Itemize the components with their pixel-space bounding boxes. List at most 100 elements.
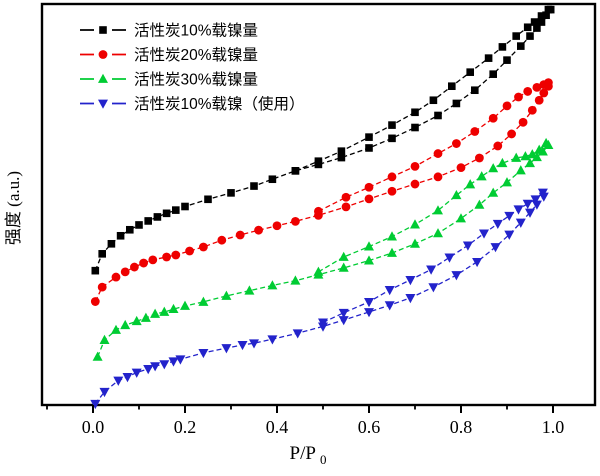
triangle-up-marker <box>159 306 170 316</box>
triangle-up-marker <box>511 152 522 162</box>
circle-marker <box>139 258 149 268</box>
triangle-down-marker <box>384 286 395 296</box>
square-marker <box>91 266 100 275</box>
triangle-down-marker <box>99 387 110 398</box>
square-marker <box>227 189 235 197</box>
series-4 <box>90 188 549 410</box>
circle-marker <box>523 87 533 96</box>
triangle-down-marker <box>364 308 374 318</box>
triangle-up-marker <box>338 262 349 272</box>
square-marker <box>434 111 442 120</box>
x-tick-label: 0.6 <box>358 417 381 437</box>
circle-marker <box>199 242 208 252</box>
triangle-down-marker <box>318 318 328 328</box>
triangle-down-marker <box>451 271 462 281</box>
circle-marker <box>527 105 537 115</box>
triangle-up-marker <box>531 151 542 162</box>
square-marker <box>537 18 546 26</box>
square-marker <box>411 108 419 117</box>
square-marker <box>250 182 258 190</box>
plot-border <box>40 2 597 407</box>
triangle-up-marker <box>168 303 179 314</box>
triangle-up-marker <box>180 300 190 310</box>
triangle-down-marker <box>143 365 154 375</box>
circle-marker <box>217 235 227 245</box>
circle-marker <box>90 297 100 306</box>
triangle-down-marker <box>515 218 526 228</box>
triangle-up-marker <box>131 315 142 326</box>
triangle-up-marker <box>244 285 255 295</box>
series-3 <box>92 137 554 361</box>
legend-item-2: 活性炭20%载镍量 <box>80 46 258 64</box>
triangle-up-marker <box>410 219 420 229</box>
circle-marker <box>488 113 498 123</box>
triangle-up-marker <box>267 280 278 290</box>
triangle-down-marker <box>538 192 549 202</box>
circle-marker <box>470 127 480 136</box>
triangle-up-marker <box>515 165 526 175</box>
triangle-down-marker <box>462 241 473 251</box>
square-legend-icon <box>99 26 107 34</box>
triangle-up-marker <box>387 247 397 257</box>
triangle-up-marker <box>140 312 151 322</box>
square-marker <box>291 167 300 175</box>
triangle-down-marker <box>479 229 489 239</box>
square-marker <box>107 239 116 248</box>
triangle-up-marker <box>488 187 499 197</box>
square-marker <box>542 11 550 20</box>
circle-marker <box>130 262 139 272</box>
triangle-down-marker <box>159 360 170 370</box>
triangle-down-marker <box>522 199 533 209</box>
legend-item-4: 活性炭10%载镍（使用） <box>80 95 305 113</box>
square-marker <box>388 121 396 129</box>
triangle-up-marker <box>465 179 476 189</box>
triangle-down-marker <box>428 283 439 293</box>
circle-marker <box>514 92 523 102</box>
circle-marker <box>185 246 195 256</box>
circle-marker <box>433 172 443 182</box>
triangle-up-marker <box>474 199 485 209</box>
x-tick-label: 1.0 <box>542 417 565 437</box>
circle-marker <box>502 101 512 111</box>
y-axis-label: 强度 (a.u.) <box>4 171 23 245</box>
triangle-down-marker <box>426 265 437 275</box>
triangle-down-marker <box>530 195 541 205</box>
triangle-up-marker <box>527 149 538 159</box>
x-tick-label: 0.0 <box>82 417 105 437</box>
triangle-up-marker <box>456 213 466 223</box>
triangle-down-legend-icon <box>98 99 108 109</box>
triangle-down-marker <box>444 253 455 263</box>
circle-marker <box>433 149 443 158</box>
triangle-up-marker <box>387 231 397 241</box>
series-3-desorption-line <box>318 142 547 273</box>
triangle-down-marker <box>513 205 524 215</box>
triangle-down-marker <box>150 362 161 372</box>
triangle-down-marker <box>537 188 548 198</box>
triangle-up-marker <box>313 266 324 276</box>
triangle-down-marker <box>405 275 416 286</box>
triangle-down-marker <box>338 316 349 326</box>
series-4-adsorption-line <box>94 196 545 405</box>
square-marker <box>116 231 125 240</box>
circle-marker <box>456 163 466 173</box>
series-1 <box>91 5 555 275</box>
circle-marker <box>387 172 397 182</box>
square-marker <box>337 153 346 162</box>
triangle-down-marker <box>472 257 483 268</box>
square-marker <box>172 206 180 214</box>
square-marker <box>162 209 171 218</box>
triangle-up-marker <box>290 275 301 285</box>
x-axis-label-sub: 0 <box>320 452 327 467</box>
triangle-down-marker <box>525 208 535 218</box>
square-marker <box>365 144 373 152</box>
legend-item-1: 活性炭10%载镍量 <box>80 22 258 40</box>
square-marker <box>388 134 396 143</box>
triangle-down-marker <box>198 348 209 359</box>
circle-marker <box>452 139 461 148</box>
circle-marker <box>97 282 107 292</box>
x-tick-label: 0.4 <box>266 417 289 437</box>
square-marker <box>489 70 497 78</box>
circle-marker <box>111 272 121 282</box>
